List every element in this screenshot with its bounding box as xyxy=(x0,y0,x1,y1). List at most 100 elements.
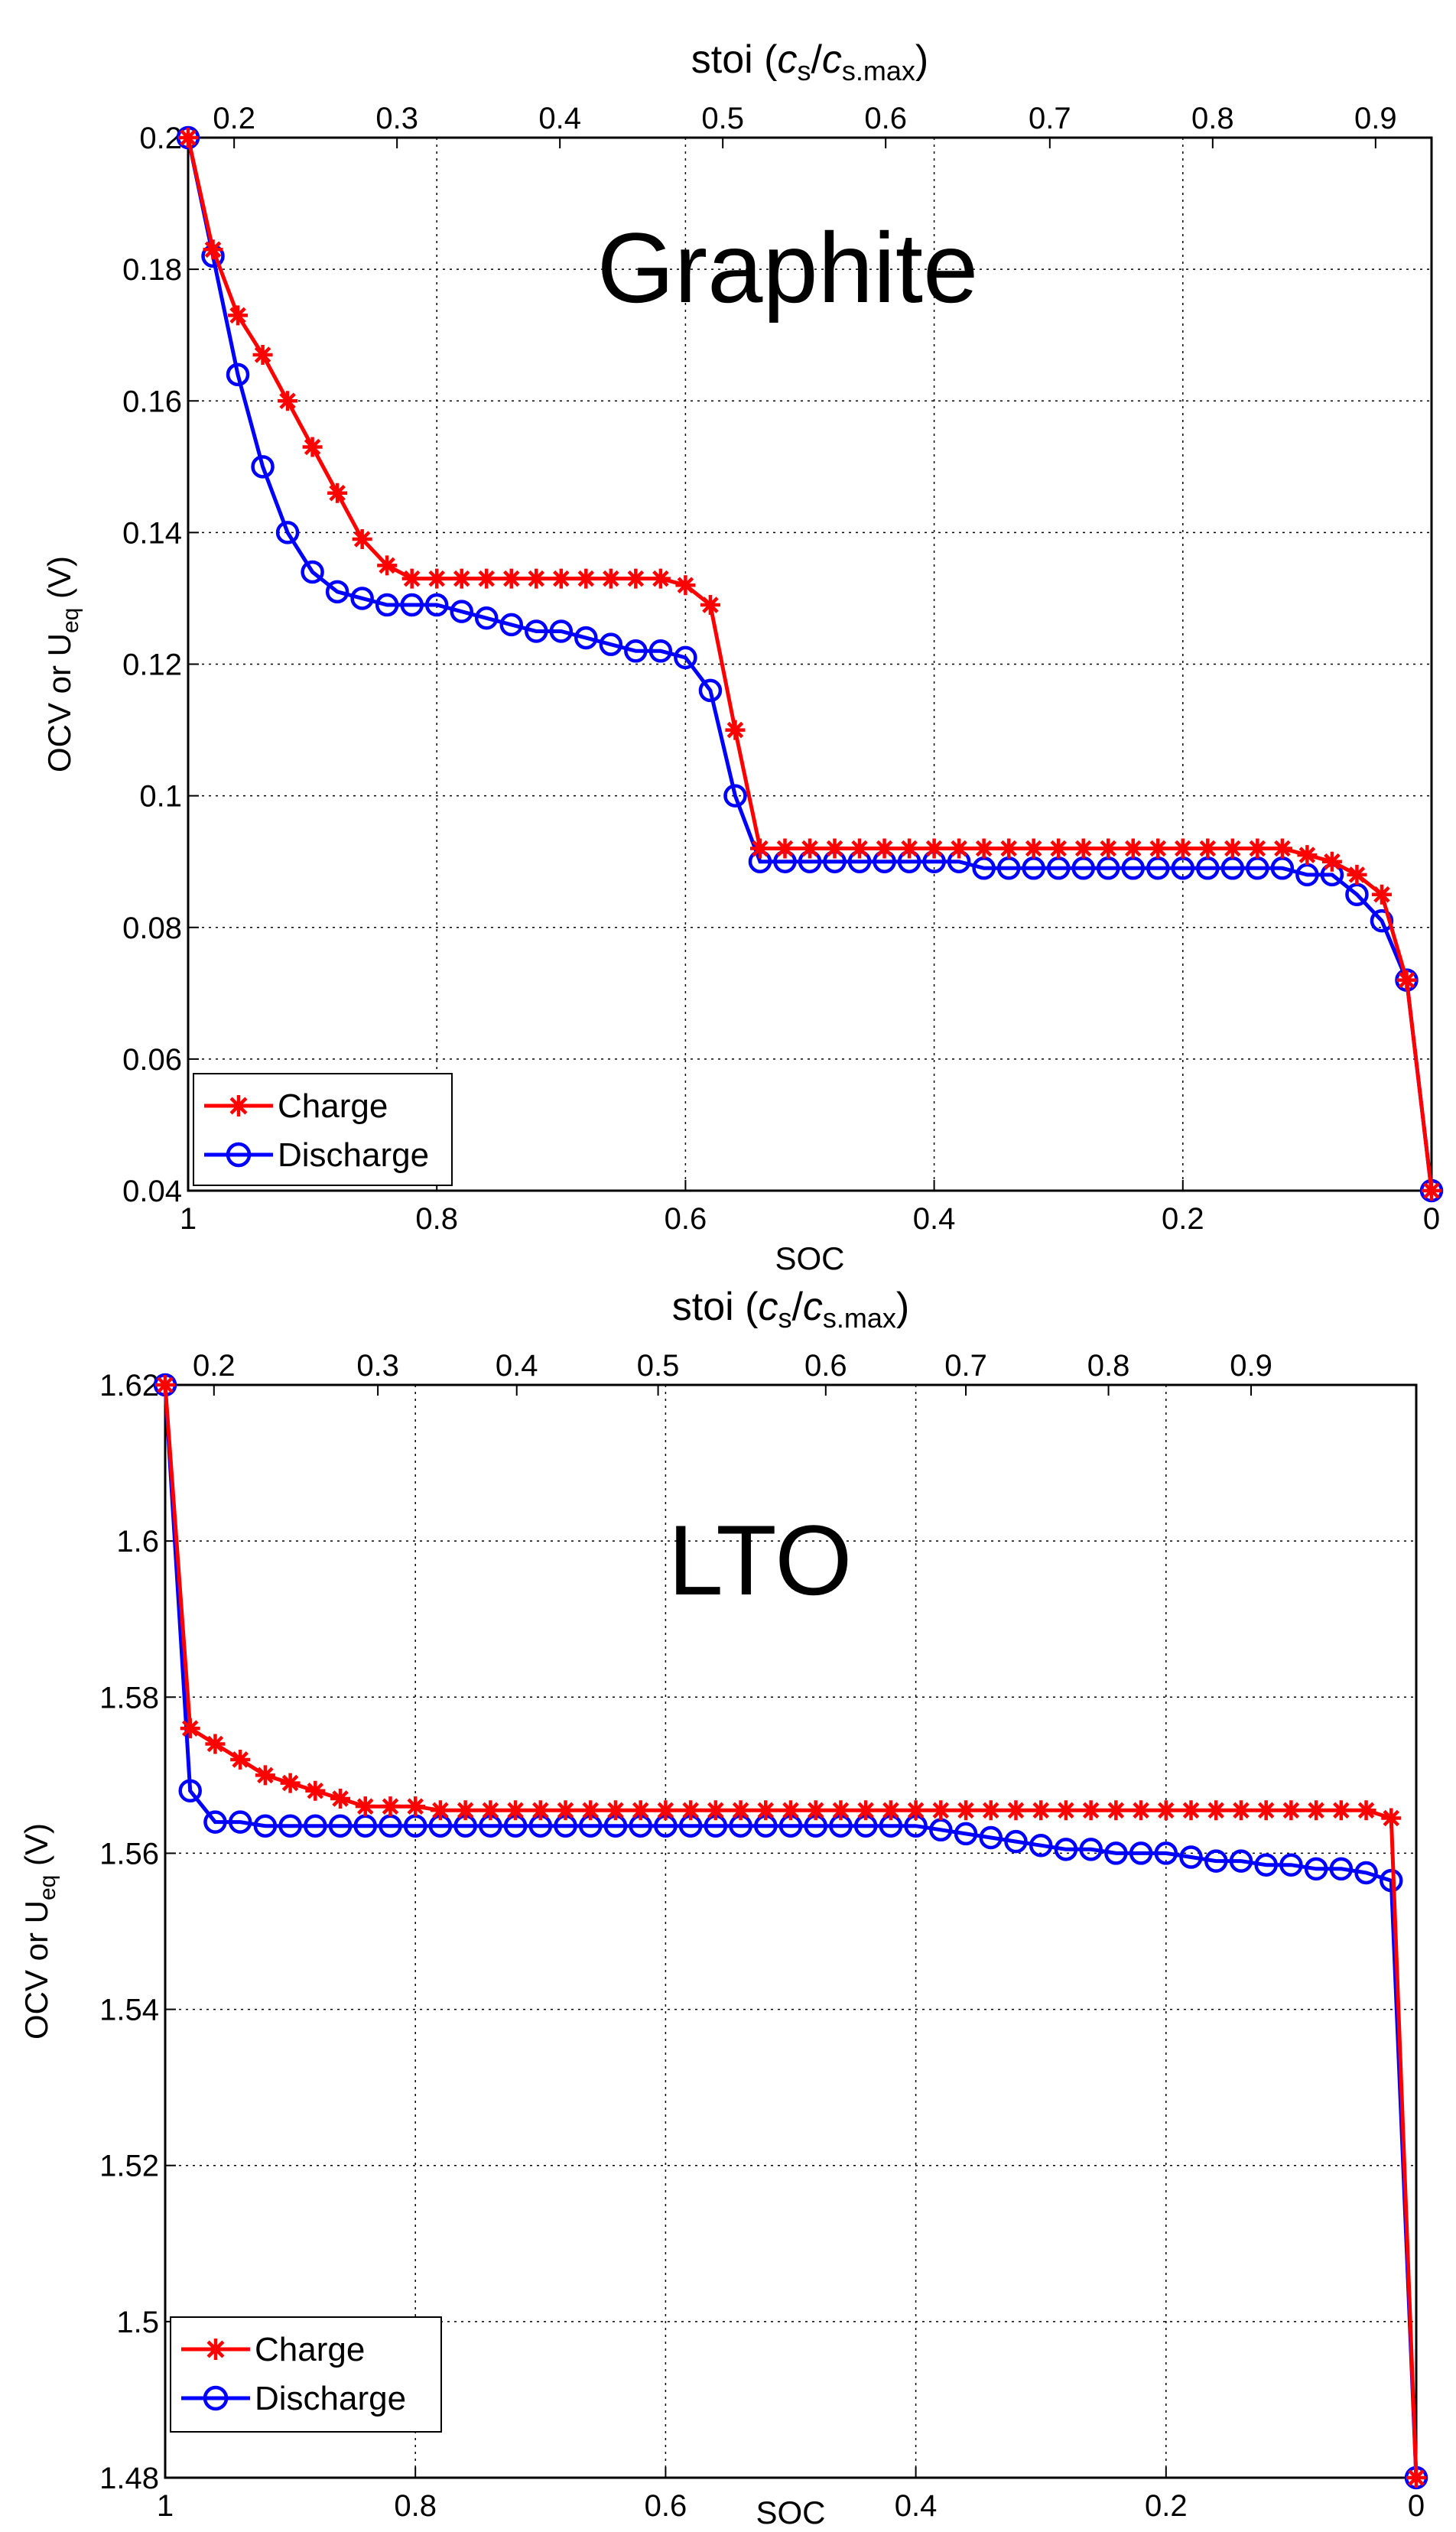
data-point-charge xyxy=(1073,838,1094,859)
data-point-charge xyxy=(327,483,348,503)
data-point-charge xyxy=(1331,1800,1351,1821)
y-axis-label: OCV or Ueq (V) xyxy=(18,1823,60,2040)
data-point-charge xyxy=(1155,1800,1176,1821)
data-point-charge xyxy=(352,528,372,549)
data-point-discharge xyxy=(301,560,324,584)
data-point-charge xyxy=(205,1734,226,1754)
data-point-discharge xyxy=(549,619,574,643)
x-tick-label: 1 xyxy=(157,2489,174,2523)
y-tick-label: 0.16 xyxy=(122,385,182,418)
data-point-charge xyxy=(781,1800,801,1821)
top-axis-label-c: c xyxy=(758,1285,778,1329)
data-point-charge xyxy=(1321,851,1342,872)
data-point-charge xyxy=(1206,1800,1227,1821)
x-tick-label: 0.8 xyxy=(415,1202,458,1236)
y-tick-label: 1.54 xyxy=(99,1994,159,2027)
top-tick-label: 0.5 xyxy=(637,1349,680,1383)
data-point-discharge xyxy=(1279,1853,1303,1877)
data-point-charge xyxy=(480,1800,501,1821)
top-tick-label: 0.7 xyxy=(944,1349,987,1383)
data-point-charge xyxy=(630,1800,651,1821)
y-tick-label: 1.62 xyxy=(99,1369,159,1403)
data-point-charge xyxy=(1131,1800,1152,1821)
data-point-discharge xyxy=(1329,1857,1354,1881)
data-point-charge xyxy=(555,1800,576,1821)
data-point-charge xyxy=(551,568,571,589)
data-point-charge xyxy=(850,838,870,859)
data-point-discharge xyxy=(375,593,399,617)
data-point-charge xyxy=(924,838,944,859)
data-point-charge xyxy=(700,595,720,616)
data-point-charge xyxy=(278,391,298,411)
top-axis-label: stoi (cs/cs.max) xyxy=(691,37,928,86)
top-axis-label-slash: / xyxy=(791,1285,803,1329)
data-point-charge xyxy=(405,1796,426,1817)
data-point-discharge xyxy=(304,1814,327,1838)
data-point-discharge xyxy=(203,1810,227,1834)
data-point-charge xyxy=(526,568,547,589)
data-point-charge xyxy=(280,1773,301,1793)
data-point-charge xyxy=(1230,1800,1251,1821)
data-point-charge xyxy=(999,838,1019,859)
data-point-discharge xyxy=(275,521,300,544)
data-point-discharge xyxy=(178,1779,202,1803)
x-axis-label: SOC xyxy=(775,1240,844,1276)
data-point-discharge xyxy=(499,613,524,637)
data-point-discharge xyxy=(400,593,424,617)
data-point-charge xyxy=(730,1800,751,1821)
data-point-charge xyxy=(1055,1800,1076,1821)
data-point-discharge xyxy=(698,678,723,703)
y-axis-label-main: OCV or U xyxy=(18,1900,54,2040)
data-point-discharge xyxy=(723,784,747,808)
legend-box xyxy=(193,1073,453,1186)
data-point-charge xyxy=(355,1796,375,1817)
legend: Charge Discharge xyxy=(170,2316,442,2433)
x-tick-label: 0.2 xyxy=(1162,1202,1204,1236)
x-tick-label: 1 xyxy=(180,1202,197,1236)
data-point-discharge xyxy=(1129,1841,1153,1865)
top-tick-label: 0.6 xyxy=(804,1349,847,1383)
data-point-discharge xyxy=(954,1822,978,1846)
legend: Charge Discharge xyxy=(193,1073,453,1186)
legend-label-charge: Charge xyxy=(255,2331,365,2368)
data-point-charge xyxy=(1272,838,1292,859)
data-point-discharge xyxy=(1204,1849,1228,1873)
x-tick-label: 0.6 xyxy=(665,1202,707,1236)
data-point-charge xyxy=(626,568,646,589)
data-point-charge xyxy=(576,568,596,589)
data-point-charge xyxy=(1106,1800,1126,1821)
data-point-discharge xyxy=(1029,1833,1053,1858)
data-point-discharge xyxy=(1104,1841,1128,1865)
data-point-charge xyxy=(1172,838,1193,859)
x-tick-label: 0.8 xyxy=(394,2489,437,2523)
data-point-discharge xyxy=(599,632,623,656)
data-point-discharge xyxy=(226,362,250,387)
y-tick-label: 0.2 xyxy=(139,122,182,155)
data-point-charge xyxy=(756,1800,776,1821)
data-point-charge xyxy=(1023,838,1044,859)
data-point-charge xyxy=(580,1800,601,1821)
top-tick-label: 0.2 xyxy=(213,102,255,135)
data-point-charge xyxy=(155,1375,175,1395)
top-axis-label-suffix: ) xyxy=(915,37,928,82)
top-tick-label: 0.7 xyxy=(1029,102,1071,135)
chart-title: Graphite xyxy=(597,212,979,323)
data-point-charge xyxy=(505,1800,526,1821)
data-point-charge xyxy=(1306,1800,1327,1821)
data-point-charge xyxy=(899,838,920,859)
data-point-discharge xyxy=(450,600,473,623)
top-tick-label: 0.9 xyxy=(1354,102,1397,135)
top-axis-label-prefix: stoi ( xyxy=(691,37,778,82)
data-point-charge xyxy=(1406,2468,1426,2488)
data-point-discharge xyxy=(474,606,499,630)
data-point-charge xyxy=(530,1800,551,1821)
data-point-charge xyxy=(1371,884,1392,905)
data-point-charge xyxy=(1098,838,1119,859)
data-point-discharge xyxy=(1254,1853,1278,1877)
top-tick-label: 0.4 xyxy=(538,102,581,135)
data-point-charge xyxy=(1222,838,1243,859)
data-point-charge xyxy=(401,568,422,589)
top-tick-label: 0.6 xyxy=(864,102,907,135)
y-tick-label: 0.12 xyxy=(122,648,182,682)
data-point-discharge xyxy=(1054,1838,1078,1861)
